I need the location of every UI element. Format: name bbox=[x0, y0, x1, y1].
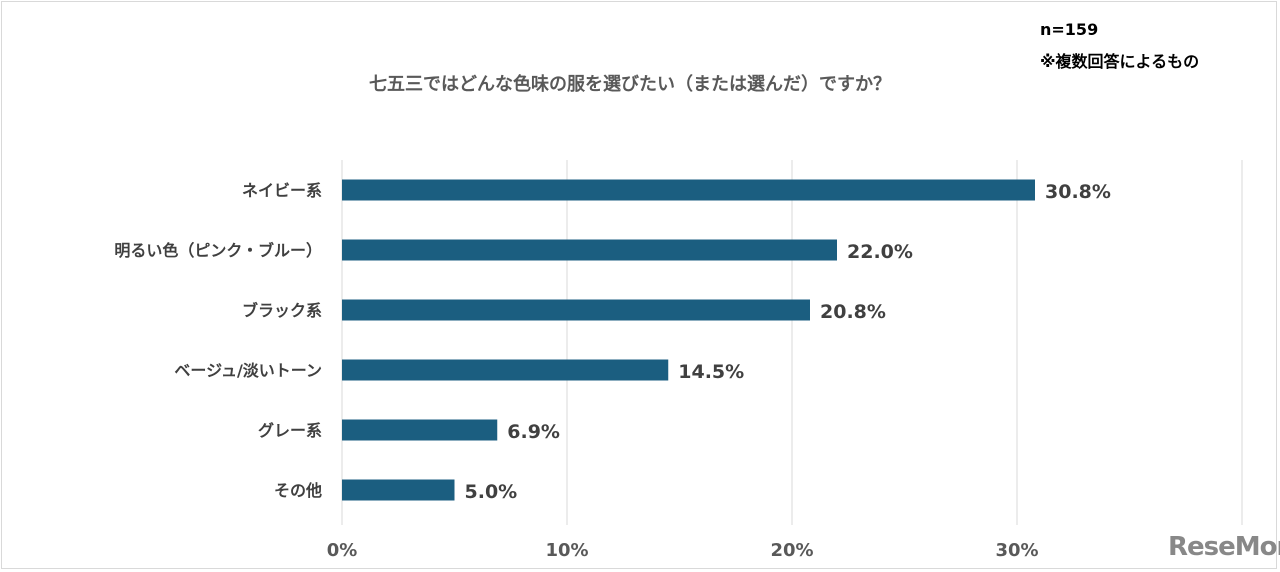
x-tick-label: 10% bbox=[545, 540, 588, 561]
sample-size-note: n=159 bbox=[1040, 20, 1099, 39]
multiple-answer-note: ※複数回答によるもの bbox=[1040, 52, 1200, 71]
x-tick-label: 30% bbox=[995, 540, 1038, 561]
chart-title: 七五三ではどんな色味の服を選びたい（または選んだ）ですか？ bbox=[369, 74, 891, 95]
category-label: ネイビー系 bbox=[242, 181, 322, 200]
category-label: ベージュ/淡いトーン bbox=[174, 361, 322, 380]
data-label: 14.5% bbox=[678, 361, 744, 383]
bar bbox=[342, 299, 810, 321]
category-label: ブラック系 bbox=[242, 301, 322, 320]
data-label: 22.0% bbox=[847, 241, 913, 263]
bar bbox=[342, 359, 669, 381]
category-label: その他 bbox=[274, 481, 322, 500]
data-label: 6.9% bbox=[507, 421, 560, 443]
data-label: 20.8% bbox=[820, 301, 886, 323]
category-label: 明るい色（ピンク・ブルー） bbox=[114, 241, 322, 260]
data-label: 30.8% bbox=[1045, 181, 1111, 203]
x-tick-label: 20% bbox=[770, 540, 813, 561]
data-label: 5.0% bbox=[465, 481, 518, 503]
resemom-watermark-logo: ReseMom bbox=[1168, 532, 1280, 562]
bar bbox=[342, 239, 837, 261]
bar bbox=[342, 479, 455, 501]
category-label: グレー系 bbox=[258, 421, 322, 440]
bar bbox=[342, 179, 1035, 201]
x-tick-label: 0% bbox=[327, 540, 358, 561]
bar bbox=[342, 419, 498, 441]
